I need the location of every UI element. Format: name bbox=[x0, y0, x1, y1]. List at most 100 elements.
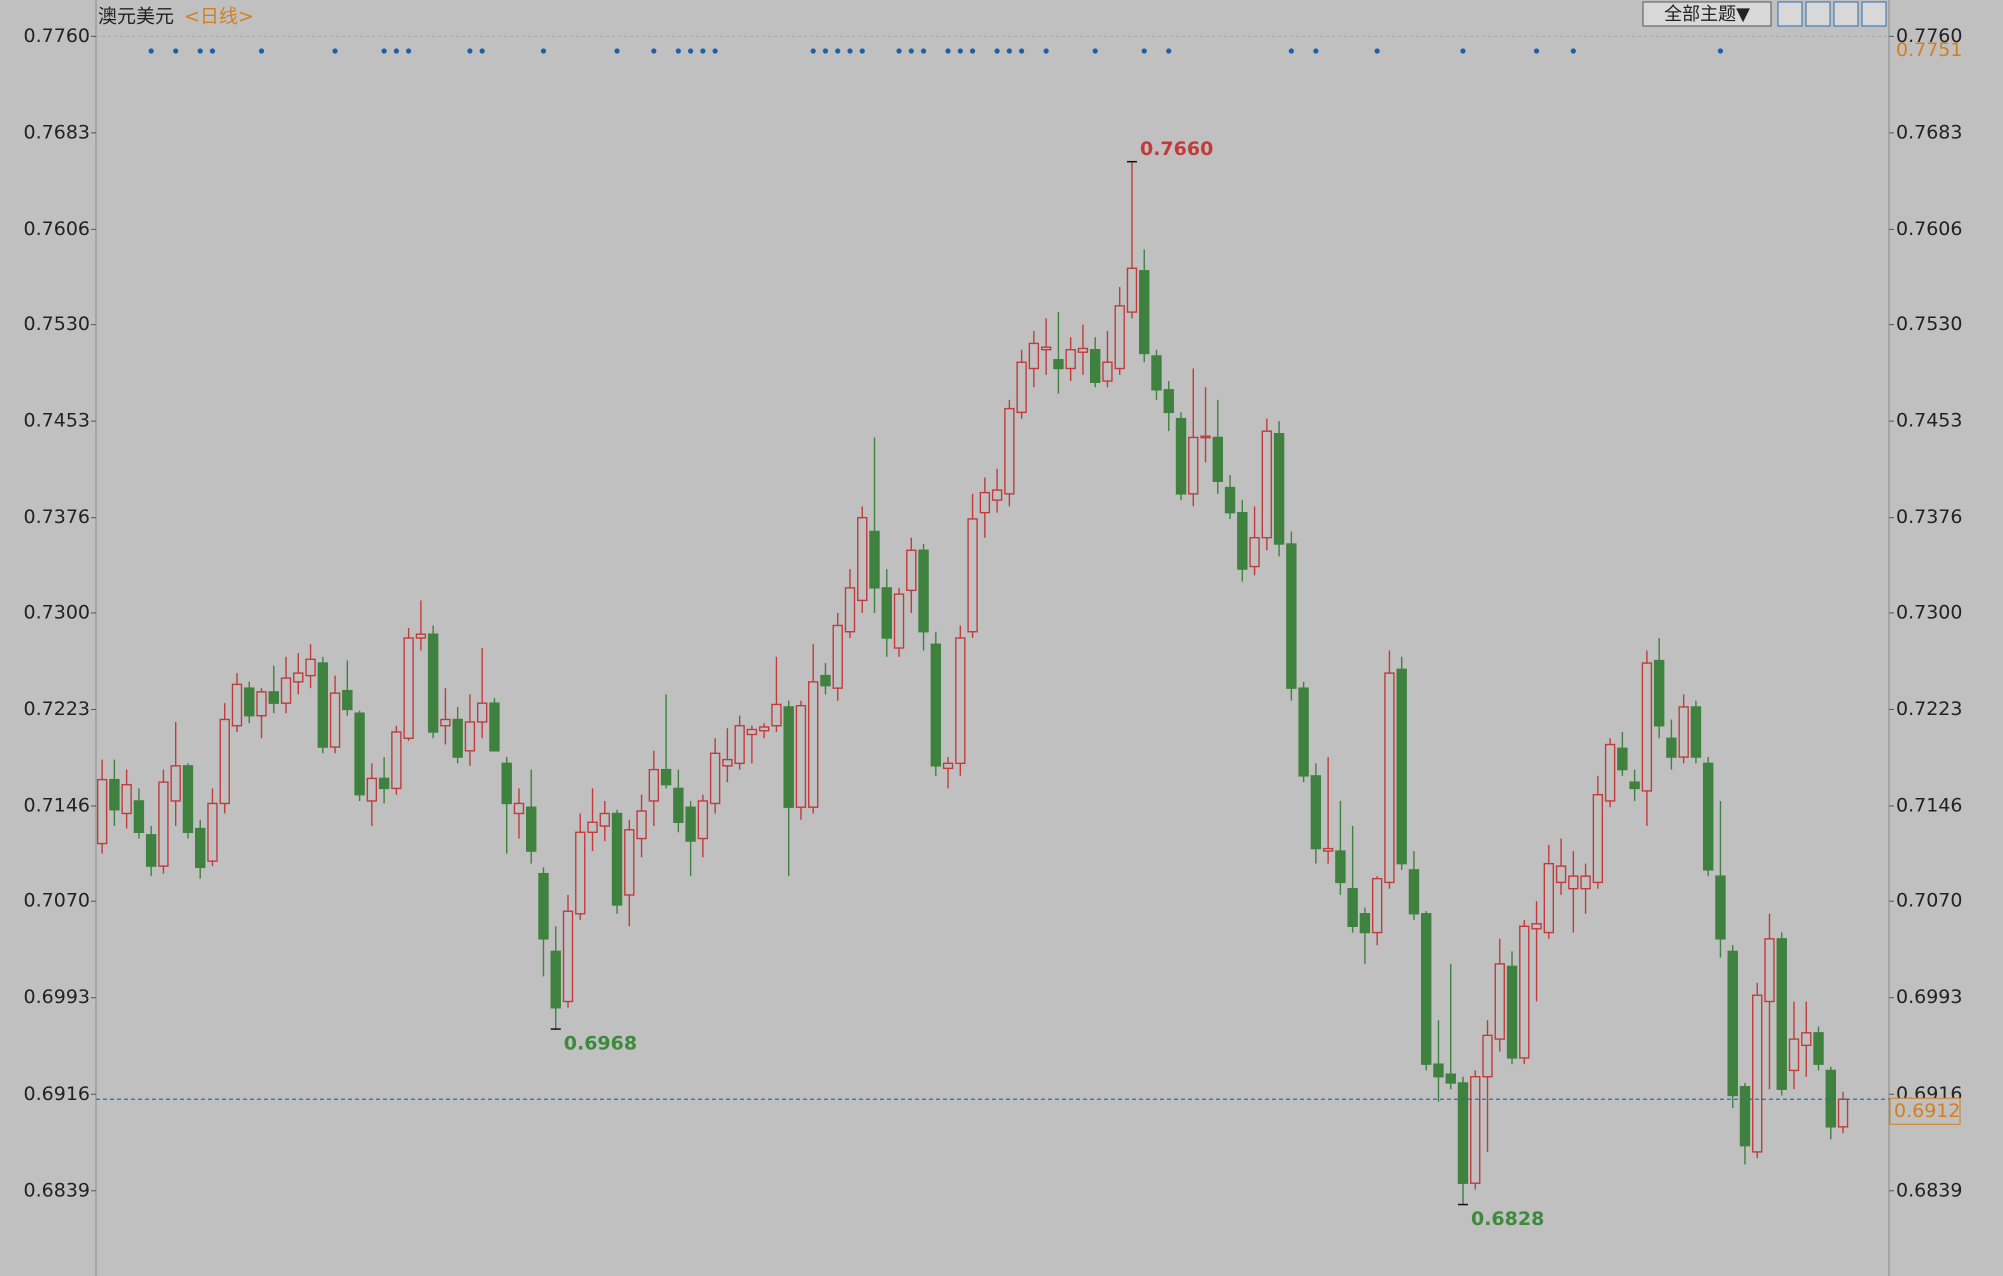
candle-body bbox=[1592, 793, 1604, 884]
event-marker bbox=[810, 48, 816, 54]
last-price-label: 0.6912 bbox=[1894, 1100, 1960, 1122]
candle-body bbox=[979, 491, 991, 514]
candle-body bbox=[427, 633, 439, 733]
candle-body bbox=[611, 812, 623, 906]
candle-body bbox=[1188, 436, 1199, 495]
y-tick-label: 0.7760 bbox=[24, 25, 90, 47]
candle-body bbox=[1310, 775, 1322, 850]
y-tick-label: 0.7300 bbox=[24, 601, 90, 623]
candle-body bbox=[648, 768, 660, 802]
event-marker bbox=[994, 48, 1000, 54]
candle-body bbox=[991, 489, 1003, 501]
candle-body bbox=[268, 691, 279, 704]
candle-body bbox=[808, 681, 819, 808]
event-marker bbox=[945, 48, 951, 54]
event-marker bbox=[1141, 48, 1147, 54]
tool-icon[interactable] bbox=[1833, 1, 1859, 27]
event-marker bbox=[920, 48, 927, 54]
event-marker bbox=[688, 48, 694, 54]
candle-body bbox=[513, 802, 525, 815]
y2-tick-label: 0.7530 bbox=[1896, 313, 1962, 335]
candle-body bbox=[1286, 543, 1297, 689]
candle-body bbox=[1200, 435, 1211, 439]
candle-body bbox=[771, 703, 782, 727]
y-tick-label: 0.7683 bbox=[24, 121, 90, 143]
event-marker bbox=[896, 48, 902, 54]
candle-body bbox=[869, 530, 880, 589]
candle-body bbox=[660, 768, 672, 786]
candle-body bbox=[636, 810, 647, 840]
y-tick-label: 0.7376 bbox=[24, 506, 90, 528]
candle-body bbox=[1273, 432, 1285, 545]
event-marker bbox=[209, 48, 216, 54]
event-marker bbox=[957, 48, 963, 54]
event-marker bbox=[467, 48, 473, 54]
candle-body bbox=[145, 834, 157, 867]
tool-icon[interactable] bbox=[1805, 1, 1831, 27]
candle-body bbox=[820, 674, 831, 687]
candle-body bbox=[1065, 349, 1076, 370]
event-marker bbox=[173, 48, 179, 54]
event-marker bbox=[258, 48, 265, 54]
y2-tick-label: 0.7453 bbox=[1896, 410, 1962, 432]
candle-body bbox=[673, 787, 684, 823]
candle-body bbox=[1249, 537, 1260, 568]
candle-body bbox=[1163, 389, 1174, 414]
candle-body bbox=[1813, 1032, 1824, 1065]
event-marker bbox=[148, 48, 154, 54]
candle-body bbox=[1543, 862, 1555, 934]
event-marker bbox=[1092, 48, 1098, 54]
candle-body bbox=[1445, 1073, 1456, 1084]
candle-body bbox=[1126, 267, 1138, 313]
y2-tick-label: 0.7376 bbox=[1896, 506, 1962, 528]
y2-tick-label: 0.6839 bbox=[1896, 1179, 1962, 1201]
candle-body bbox=[1335, 850, 1346, 884]
candle-body bbox=[1433, 1063, 1444, 1078]
candle-body bbox=[697, 800, 709, 840]
high-label: 0.7660 bbox=[1140, 138, 1213, 160]
candle-body bbox=[317, 662, 329, 748]
candle-body bbox=[219, 718, 230, 805]
event-marker bbox=[1374, 48, 1380, 54]
candle-body bbox=[538, 872, 549, 940]
candle-body bbox=[1371, 877, 1383, 934]
candle-body bbox=[1298, 687, 1309, 777]
event-marker bbox=[1717, 48, 1724, 54]
candle-body bbox=[1175, 417, 1187, 495]
event-marker bbox=[822, 48, 829, 54]
event-marker bbox=[332, 48, 338, 54]
candle-body bbox=[1752, 994, 1763, 1153]
tool-icon[interactable] bbox=[1861, 1, 1887, 27]
candle-body bbox=[795, 704, 807, 808]
candle-body bbox=[1384, 672, 1395, 884]
y2-tick-label: 0.7300 bbox=[1896, 601, 1962, 623]
candle-body bbox=[575, 831, 586, 915]
candle-body bbox=[1641, 662, 1653, 792]
y2-tick-label: 0.7146 bbox=[1896, 794, 1962, 816]
theme-button-label[interactable]: 全部主题▼ bbox=[1664, 4, 1750, 25]
candle-body bbox=[1457, 1082, 1469, 1184]
candle-body bbox=[1322, 847, 1334, 852]
candle-body bbox=[722, 758, 733, 767]
candle-body bbox=[1555, 865, 1567, 884]
event-marker bbox=[969, 48, 976, 54]
candle-body bbox=[1678, 706, 1689, 758]
theme-button[interactable] bbox=[1642, 1, 1772, 27]
candle-body bbox=[832, 624, 843, 689]
candle-body bbox=[550, 950, 561, 1009]
candle-body bbox=[1482, 1034, 1493, 1078]
candle-body bbox=[1801, 1032, 1812, 1047]
candle-body bbox=[1004, 407, 1015, 495]
tool-icon[interactable] bbox=[1777, 1, 1803, 27]
y-tick-label: 0.6993 bbox=[24, 986, 90, 1008]
candle-body bbox=[1494, 963, 1505, 1040]
candle-body bbox=[489, 702, 500, 752]
candle-body bbox=[1053, 359, 1064, 370]
candle-body bbox=[758, 726, 770, 732]
event-marker bbox=[908, 48, 914, 54]
candle-body bbox=[1421, 913, 1432, 1065]
candle-body bbox=[452, 718, 463, 758]
event-marker bbox=[700, 48, 706, 54]
candle-body bbox=[1739, 1086, 1751, 1147]
